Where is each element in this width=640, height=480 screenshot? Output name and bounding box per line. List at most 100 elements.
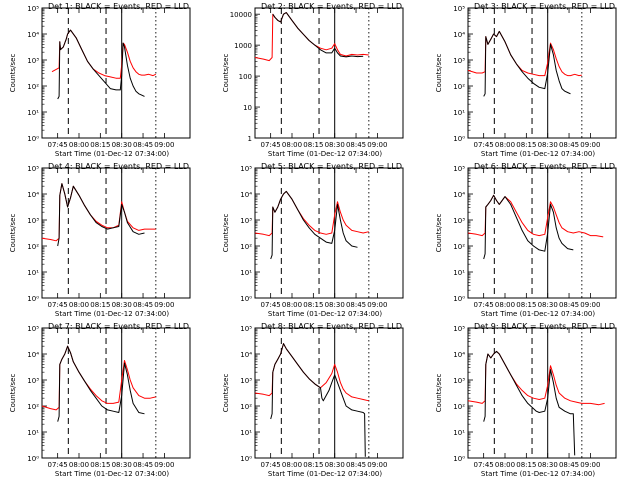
plot-frame bbox=[254, 167, 404, 299]
y-tick-label: 1000 bbox=[234, 42, 252, 50]
y-tick-label: 10⁴ bbox=[240, 351, 252, 359]
y-tick-label: 10² bbox=[27, 403, 39, 411]
y-tick-label: 10000 bbox=[230, 11, 252, 19]
x-axis-label: Start Time (01-Dec-12 07:34:00) bbox=[268, 470, 382, 478]
y-axis-label: Counts/sec bbox=[222, 214, 230, 253]
x-axis-label: Start Time (01-Dec-12 07:34:00) bbox=[481, 150, 595, 158]
chart-panel-det-9: Det 9: BLACK = Events, RED = LLD 10⁰ 10¹ 10… bbox=[435, 322, 617, 478]
chart-title: Det 2: BLACK = Events, RED = LLD bbox=[261, 2, 402, 11]
chart-panel-det-8: Det 8: BLACK = Events, RED = LLD 10⁰ 10¹ 10… bbox=[222, 322, 404, 478]
events-series-line bbox=[272, 12, 364, 58]
events-series-line bbox=[270, 190, 358, 260]
y-tick-label: 10 bbox=[243, 104, 252, 112]
y-tick-label: 10⁴ bbox=[240, 191, 252, 199]
x-tick-label: 08:30 bbox=[325, 301, 345, 309]
x-tick-label: 08:45 bbox=[133, 301, 153, 309]
y-tick-label: 10⁰ bbox=[27, 295, 39, 303]
plot-frame bbox=[254, 7, 404, 139]
x-tick-label: 08:30 bbox=[112, 301, 132, 309]
x-tick-label: 08:45 bbox=[346, 301, 366, 309]
x-tick-label: 08:45 bbox=[346, 461, 366, 469]
x-tick-label: 08:00 bbox=[495, 301, 515, 309]
x-axis-label: Start Time (01-Dec-12 07:34:00) bbox=[55, 470, 169, 478]
y-tick-label: 10³ bbox=[240, 377, 252, 385]
y-tick-label: 10⁴ bbox=[27, 351, 39, 359]
plot-frame bbox=[41, 327, 191, 459]
y-tick-label: 10⁰ bbox=[453, 135, 465, 143]
x-tick-label: 09:00 bbox=[154, 301, 174, 309]
y-tick-label: 10⁵ bbox=[453, 325, 465, 333]
y-tick-label: 1 bbox=[248, 135, 252, 143]
chart-title: Det 8: BLACK = Events, RED = LLD bbox=[261, 322, 402, 331]
x-tick-label: 08:15 bbox=[303, 141, 323, 149]
x-tick-label: 08:00 bbox=[69, 141, 89, 149]
y-tick-label: 10⁵ bbox=[240, 325, 252, 333]
x-tick-label: 08:30 bbox=[112, 141, 132, 149]
x-tick-label: 08:30 bbox=[112, 461, 132, 469]
y-tick-label: 10³ bbox=[27, 377, 39, 385]
x-axis-label: Start Time (01-Dec-12 07:34:00) bbox=[55, 310, 169, 318]
chart-title: Det 5: BLACK = Events, RED = LLD bbox=[261, 162, 402, 171]
y-tick-label: 10⁵ bbox=[453, 165, 465, 173]
x-tick-label: 09:00 bbox=[154, 461, 174, 469]
y-tick-label: 10⁵ bbox=[240, 165, 252, 173]
x-tick-label: 09:00 bbox=[367, 461, 387, 469]
chart-panel-det-2: Det 2: BLACK = Events, RED = LLD 1 10 100 10… bbox=[222, 2, 404, 158]
x-tick-label: 07:45 bbox=[48, 301, 68, 309]
x-tick-label: 08:30 bbox=[538, 461, 558, 469]
chart-title: Det 4: BLACK = Events, RED = LLD bbox=[48, 162, 189, 171]
x-tick-label: 08:45 bbox=[559, 301, 579, 309]
x-tick-label: 08:45 bbox=[133, 141, 153, 149]
x-axis-label: Start Time (01-Dec-12 07:34:00) bbox=[268, 150, 382, 158]
x-axis-label: Start Time (01-Dec-12 07:34:00) bbox=[481, 470, 595, 478]
y-axis-label: Counts/sec bbox=[9, 54, 17, 93]
y-tick-label: 10¹ bbox=[453, 269, 465, 277]
events-series-line bbox=[483, 194, 574, 260]
lld-series-line bbox=[467, 194, 604, 238]
x-tick-label: 09:00 bbox=[580, 461, 600, 469]
x-tick-label: 08:45 bbox=[133, 461, 153, 469]
x-tick-label: 08:15 bbox=[516, 301, 536, 309]
y-tick-label: 10⁰ bbox=[453, 455, 465, 463]
y-axis-label: Counts/sec bbox=[435, 54, 443, 93]
x-tick-label: 08:15 bbox=[90, 301, 110, 309]
y-tick-label: 10³ bbox=[453, 57, 465, 65]
plot-frame bbox=[254, 327, 404, 459]
x-tick-label: 08:00 bbox=[282, 141, 302, 149]
x-tick-label: 09:00 bbox=[367, 141, 387, 149]
x-tick-label: 08:45 bbox=[559, 141, 579, 149]
x-tick-label: 09:00 bbox=[154, 141, 174, 149]
x-tick-label: 09:00 bbox=[580, 141, 600, 149]
lld-series-line bbox=[467, 350, 605, 406]
y-tick-label: 10² bbox=[453, 403, 465, 411]
y-tick-label: 10⁰ bbox=[453, 295, 465, 303]
y-tick-label: 10³ bbox=[453, 217, 465, 225]
y-tick-label: 10⁴ bbox=[453, 191, 465, 199]
x-axis-label: Start Time (01-Dec-12 07:34:00) bbox=[481, 310, 595, 318]
y-tick-label: 10⁴ bbox=[27, 31, 39, 39]
y-tick-label: 10⁵ bbox=[453, 5, 465, 13]
y-axis-label: Counts/sec bbox=[9, 374, 17, 413]
x-tick-label: 08:00 bbox=[282, 461, 302, 469]
y-tick-label: 10³ bbox=[453, 377, 465, 385]
x-tick-label: 09:00 bbox=[580, 301, 600, 309]
x-tick-label: 08:45 bbox=[346, 141, 366, 149]
x-tick-label: 08:15 bbox=[516, 461, 536, 469]
events-series-line bbox=[57, 345, 145, 422]
y-tick-label: 10³ bbox=[27, 57, 39, 65]
chart-panel-det-3: Det 3: BLACK = Events, RED = LLD 10⁰ 10¹ 10… bbox=[435, 2, 617, 158]
chart-panel-det-7: Det 7: BLACK = Events, RED = LLD 10⁰ 10¹ 10… bbox=[9, 322, 191, 478]
y-tick-label: 10⁵ bbox=[27, 325, 39, 333]
x-tick-label: 07:45 bbox=[261, 301, 281, 309]
y-tick-label: 10¹ bbox=[27, 109, 39, 117]
x-tick-label: 08:15 bbox=[90, 141, 110, 149]
plot-frame bbox=[41, 7, 191, 139]
y-tick-label: 10¹ bbox=[453, 109, 465, 117]
y-tick-label: 10³ bbox=[240, 217, 252, 225]
y-axis-label: Counts/sec bbox=[222, 54, 230, 93]
x-tick-label: 08:45 bbox=[559, 461, 579, 469]
x-tick-label: 07:45 bbox=[48, 141, 68, 149]
y-tick-label: 10⁴ bbox=[27, 191, 39, 199]
x-tick-label: 08:00 bbox=[282, 301, 302, 309]
y-axis-label: Counts/sec bbox=[435, 374, 443, 413]
